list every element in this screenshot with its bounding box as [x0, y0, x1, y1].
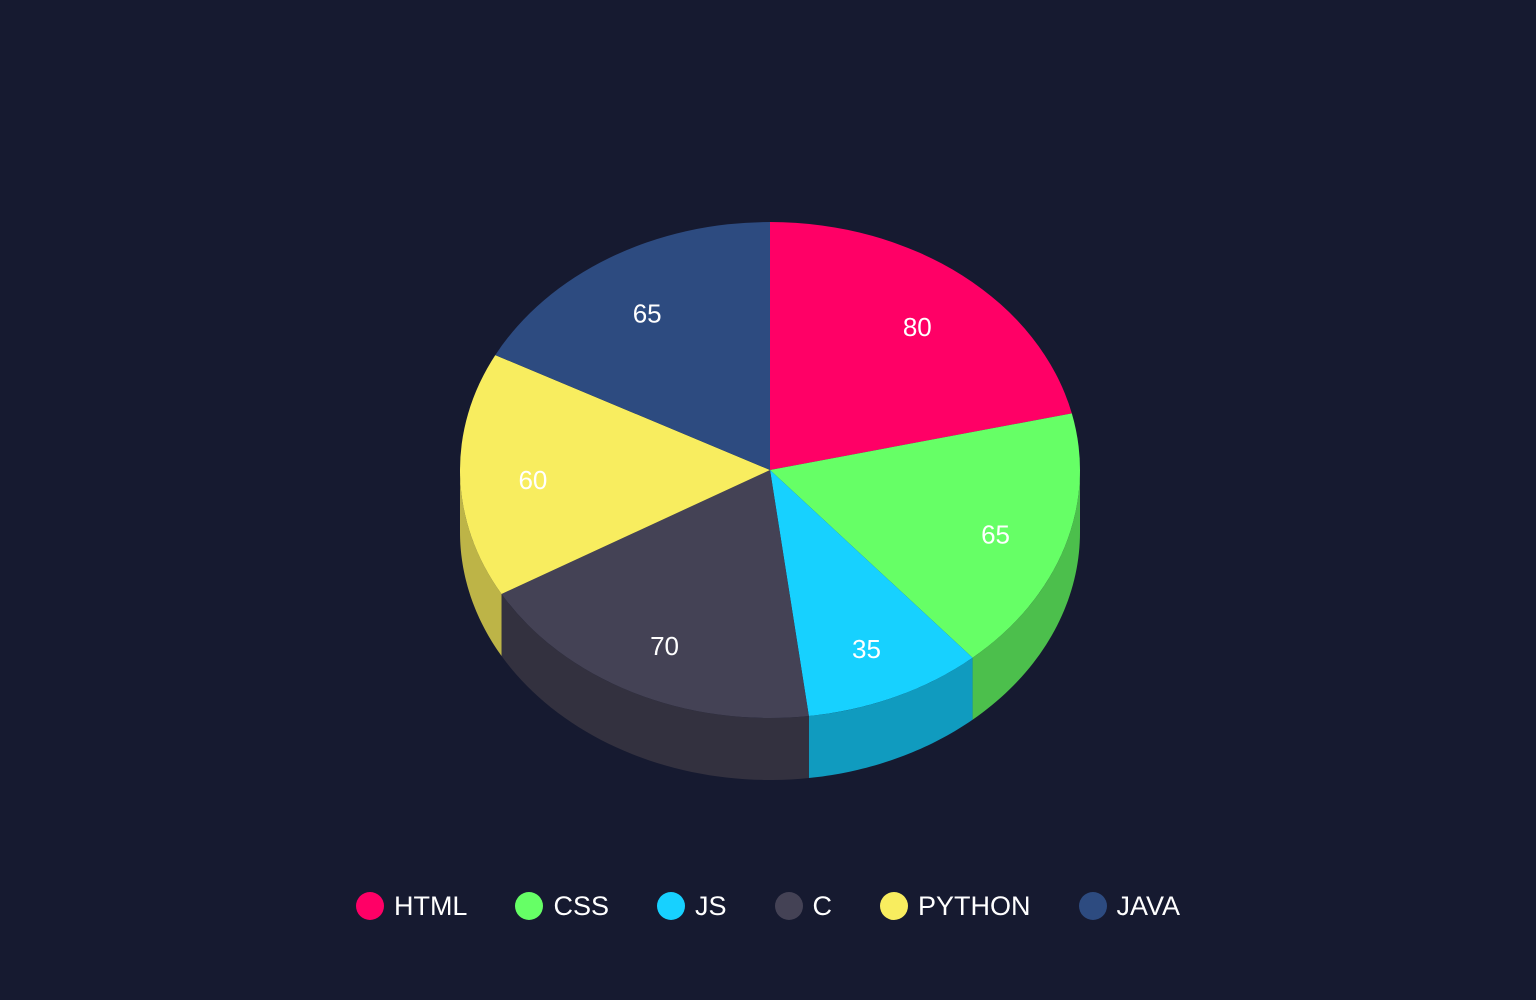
data-label-js: 35	[852, 634, 881, 664]
pie-slice-python[interactable]	[459, 355, 770, 594]
legend-label-c: C	[812, 890, 833, 921]
data-label-html: 80	[903, 312, 932, 342]
pie-slice-c[interactable]	[501, 470, 809, 718]
legend-item-js[interactable]: JS	[656, 890, 727, 922]
pie-slice-java[interactable]	[495, 222, 770, 470]
legend-dot-js	[656, 892, 685, 920]
legend-item-java[interactable]: JAVA	[1078, 890, 1181, 922]
legend-item-html[interactable]: HTML	[355, 890, 468, 922]
pie-slice-js[interactable]	[770, 470, 973, 717]
pie-side-c	[501, 594, 809, 780]
pie-labels: 80 65 35 70 60 65	[518, 299, 1010, 665]
legend-label-js: JS	[694, 890, 727, 921]
legend-dot-python	[880, 892, 908, 920]
pie-top	[459, 222, 1080, 718]
data-label-python: 60	[518, 465, 547, 495]
data-label-c: 70	[650, 631, 679, 661]
legend-dot-html	[355, 892, 384, 920]
data-label-java: 65	[633, 299, 662, 329]
legend-label-html: HTML	[393, 890, 468, 921]
legend-dot-java	[1078, 892, 1107, 920]
pie-side-css	[972, 470, 1080, 720]
legend-label-css: CSS	[553, 890, 609, 921]
pie-sides	[460, 470, 1080, 780]
pie-side-python	[460, 470, 502, 656]
legend-label-java: JAVA	[1116, 890, 1181, 921]
legend-item-c[interactable]: C	[774, 890, 833, 922]
legend-label-python: PYTHON	[918, 890, 1031, 921]
pie-side-js	[808, 657, 973, 779]
legend-item-python[interactable]: PYTHON	[880, 891, 1031, 922]
pie-slice-html[interactable]	[770, 222, 1072, 470]
legend: HTML CSS JS C PYTHON JAVA	[0, 884, 1536, 928]
legend-dot-css	[515, 892, 544, 920]
legend-item-css[interactable]: CSS	[515, 891, 609, 922]
pie-slice-css[interactable]	[770, 413, 1080, 658]
legend-dot-c	[774, 892, 803, 920]
data-label-css: 65	[981, 520, 1010, 550]
